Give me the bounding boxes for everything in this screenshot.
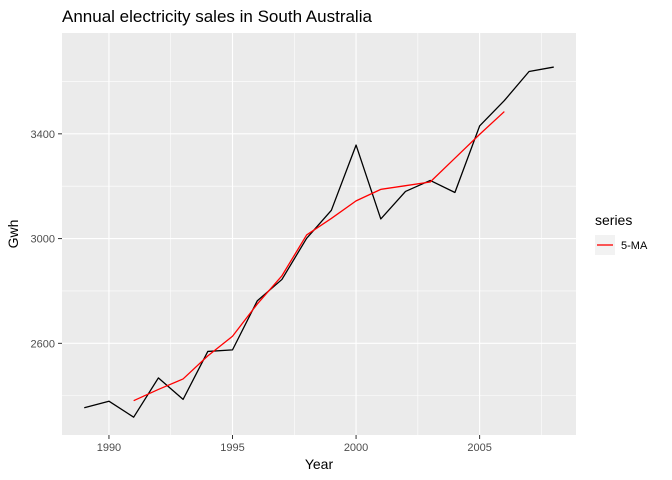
y-tick-label: 3000: [31, 234, 55, 246]
legend-label-5-ma: 5-MA: [621, 240, 648, 252]
series-lines: [84, 66, 554, 418]
x-tick-label: 1995: [220, 442, 244, 454]
series-line-ma: [133, 111, 505, 402]
y-axis: 2600 3000 3400: [31, 129, 62, 350]
chart-title: Annual electricity sales in South Austra…: [62, 7, 372, 26]
legend-title: series: [595, 212, 632, 228]
y-tick-label: 2600: [31, 338, 55, 350]
plot-panel: [62, 33, 576, 435]
x-axis: 1990 1995 2000 2005: [97, 435, 492, 454]
legend: series 5-MA: [595, 212, 648, 255]
y-axis-label: Gwh: [5, 220, 21, 249]
series-line-actual: [84, 66, 554, 418]
x-tick-label: 2005: [467, 442, 491, 454]
x-tick-label: 1990: [97, 442, 121, 454]
x-tick-label: 2000: [344, 442, 368, 454]
x-axis-label: Year: [305, 456, 334, 472]
major-gridlines: [62, 33, 576, 435]
y-tick-label: 3400: [31, 129, 55, 141]
